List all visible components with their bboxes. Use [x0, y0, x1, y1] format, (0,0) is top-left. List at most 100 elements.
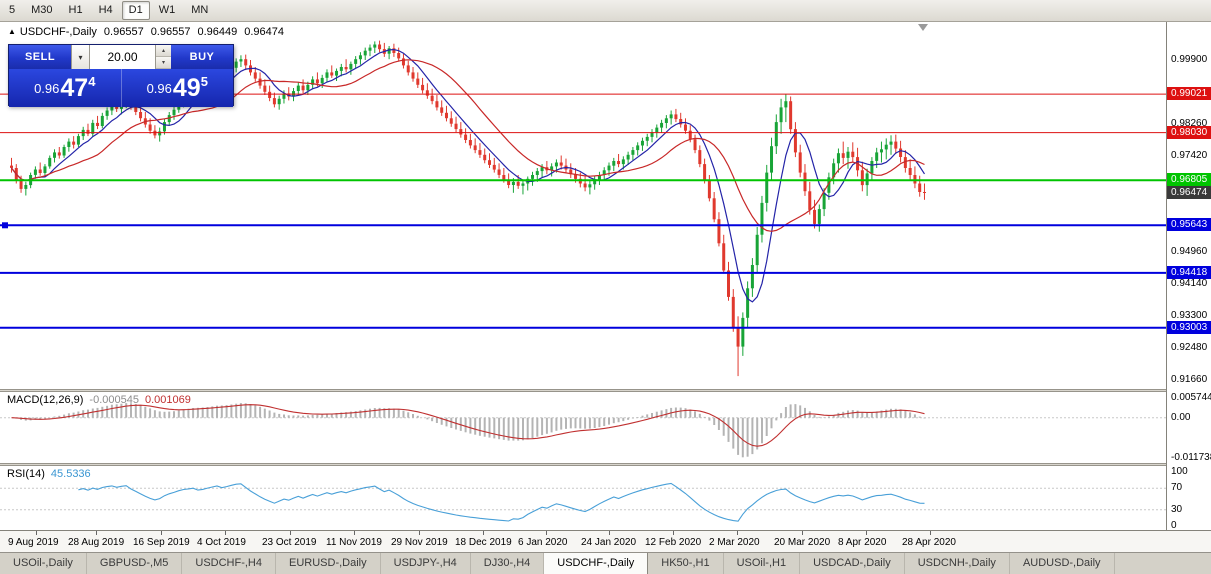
volume-dropdown-button[interactable]: ▾ [71, 45, 90, 69]
date-tick [609, 531, 610, 535]
ohlc-close: 0.96474 [244, 26, 284, 38]
date-tick [483, 531, 484, 535]
ohlc-low: 0.96449 [197, 26, 238, 38]
chevron-up-icon: ▴ [161, 47, 165, 54]
volume-stepper: ▴ ▾ [155, 45, 171, 69]
timeframe-button-h1[interactable]: H1 [68, 4, 83, 16]
date-label: 6 Jan 2020 [518, 537, 568, 548]
price-tick-label: 0.98260 [1171, 117, 1208, 129]
date-label: 12 Feb 2020 [645, 537, 702, 548]
date-tick [290, 531, 291, 535]
ohlc-high: 0.96557 [150, 26, 191, 38]
date-label: 8 Apr 2020 [838, 537, 887, 548]
chart-tab-usdchf-daily[interactable]: USDCHF-,Daily [544, 553, 649, 574]
moving-average-line-18 [11, 59, 925, 232]
date-label: 2 Mar 2020 [709, 537, 760, 548]
bid-price-button[interactable]: 0.96 47 4 [9, 69, 122, 107]
bid-price-pips: 47 [60, 74, 89, 102]
rsi-axis-label: 70 [1171, 482, 1183, 494]
macd-indicator-chart[interactable] [0, 392, 1166, 464]
rsi-axis-label: 100 [1171, 466, 1188, 477]
date-label: 11 Nov 2019 [326, 537, 382, 548]
chart-tab-eurusd-daily[interactable]: EURUSD-,Daily [276, 553, 381, 574]
date-label: 4 Oct 2019 [197, 537, 246, 548]
chevron-down-icon: ▾ [161, 59, 165, 66]
date-tick [673, 531, 674, 535]
sell-button[interactable]: SELL [9, 45, 71, 69]
rsi-axis-label: 30 [1171, 503, 1183, 515]
rsi-name: RSI(14) [7, 468, 45, 480]
bid-price-prefix: 0.96 [34, 80, 60, 96]
date-label: 29 Nov 2019 [391, 537, 448, 548]
macd-histogram [15, 403, 926, 458]
price-tick-label: 0.97420 [1171, 150, 1208, 162]
macd-pane-splitter[interactable] [0, 389, 1211, 392]
chart-tab-usdjpy-h4[interactable]: USDJPY-,H4 [381, 553, 471, 574]
date-tick [354, 531, 355, 535]
chart-tab-hk50-h1[interactable]: HK50-,H1 [648, 553, 724, 574]
price-level-badge: 0.96805 [1167, 173, 1211, 187]
ask-price-prefix: 0.96 [146, 80, 172, 96]
price-tick-label: 0.94960 [1171, 245, 1208, 257]
volume-input[interactable]: 20.00 [90, 45, 155, 69]
price-level-badge: 0.94418 [1167, 265, 1211, 279]
date-tick [930, 531, 931, 535]
timeframe-button-d1[interactable]: D1 [121, 1, 150, 20]
date-label: 28 Apr 2020 [902, 537, 956, 548]
chart-tab-usoil-h1[interactable]: USOil-,H1 [724, 553, 801, 574]
chart-window: ▲ USDCHF-,Daily 0.96557 0.96557 0.96449 0.964… [0, 22, 1211, 552]
date-tick [737, 531, 738, 535]
chart-title: ▲ USDCHF-,Daily 0.96557 0.96557 0.96449 0.964… [8, 26, 284, 38]
rsi-value: 45.5336 [50, 468, 91, 480]
chart-shift-marker[interactable] [918, 24, 928, 31]
timeframe-button-m30[interactable]: M30 [31, 4, 53, 16]
date-tick [866, 531, 867, 535]
stepper-up-button[interactable]: ▴ [156, 45, 171, 57]
macd-indicator-label: MACD(12,26,9) -0.000545 0.001069 [7, 394, 191, 406]
chart-tab-audusd-daily[interactable]: AUDUSD-,Daily [1010, 553, 1115, 574]
chevron-down-icon: ▾ [78, 52, 83, 62]
rsi-indicator-chart[interactable] [0, 466, 1166, 530]
price-tick-label: 0.94140 [1171, 277, 1208, 289]
date-tick [36, 531, 37, 535]
date-tick [546, 531, 547, 535]
macd-signal-line [11, 404, 925, 447]
macd-axis-label: -0.011738 [1171, 452, 1211, 463]
ask-price-button[interactable]: 0.96 49 5 [122, 69, 234, 107]
line-handle[interactable] [2, 222, 8, 229]
price-level-badge: 0.98030 [1167, 125, 1211, 139]
date-label: 16 Sep 2019 [133, 537, 190, 548]
buy-button[interactable]: BUY [171, 45, 233, 69]
chart-tab-gbpusd-m5[interactable]: GBPUSD-,M5 [87, 553, 183, 574]
chart-tab-usdchf-h4[interactable]: USDCHF-,H4 [182, 553, 276, 574]
chart-tab-usoil-daily[interactable]: USOil-,Daily [0, 553, 87, 574]
stepper-down-button[interactable]: ▾ [156, 57, 171, 69]
price-tick-label: 0.92480 [1171, 342, 1208, 354]
rsi-line [78, 482, 925, 522]
rsi-indicator-label: RSI(14) 45.5336 [7, 468, 91, 480]
timeframe-button-w1[interactable]: W1 [158, 4, 176, 16]
price-level-badge: 0.99021 [1167, 87, 1211, 101]
date-tick [161, 531, 162, 535]
timeframe-button-mn[interactable]: MN [191, 4, 209, 16]
ask-price-point: 5 [200, 74, 208, 89]
chart-tab-usdcad-daily[interactable]: USDCAD-,Daily [800, 553, 905, 574]
macd-name: MACD(12,26,9) [7, 394, 84, 406]
moving-average-line-7 [11, 48, 926, 303]
timeframe-button-5[interactable]: 5 [9, 4, 16, 16]
chart-tabs-bar: USOil-,Daily GBPUSD-,M5 USDCHF-,H4 EURUSD-,… [0, 552, 1211, 574]
date-tick [802, 531, 803, 535]
date-label: 9 Aug 2019 [8, 537, 59, 548]
price-axis[interactable]: 0.99900 0.98260 0.97420 0.94960 0.94140 0.933… [1166, 22, 1211, 531]
rsi-pane-splitter[interactable] [0, 463, 1211, 466]
current-price-badge: 0.96474 [1167, 186, 1211, 200]
chart-tab-usdcnh-daily[interactable]: USDCNH-,Daily [905, 553, 1010, 574]
chart-tab-dj30-h4[interactable]: DJ30-,H4 [471, 553, 545, 574]
price-level-badge: 0.95643 [1167, 218, 1211, 232]
date-tick [225, 531, 226, 535]
timeframe-button-h4[interactable]: H4 [98, 4, 113, 16]
price-tick-label: 0.91660 [1171, 374, 1208, 385]
time-axis[interactable]: 9 Aug 2019 28 Aug 2019 16 Sep 2019 4 Oct 20… [0, 530, 1211, 552]
ohlc-open: 0.96557 [103, 26, 144, 38]
